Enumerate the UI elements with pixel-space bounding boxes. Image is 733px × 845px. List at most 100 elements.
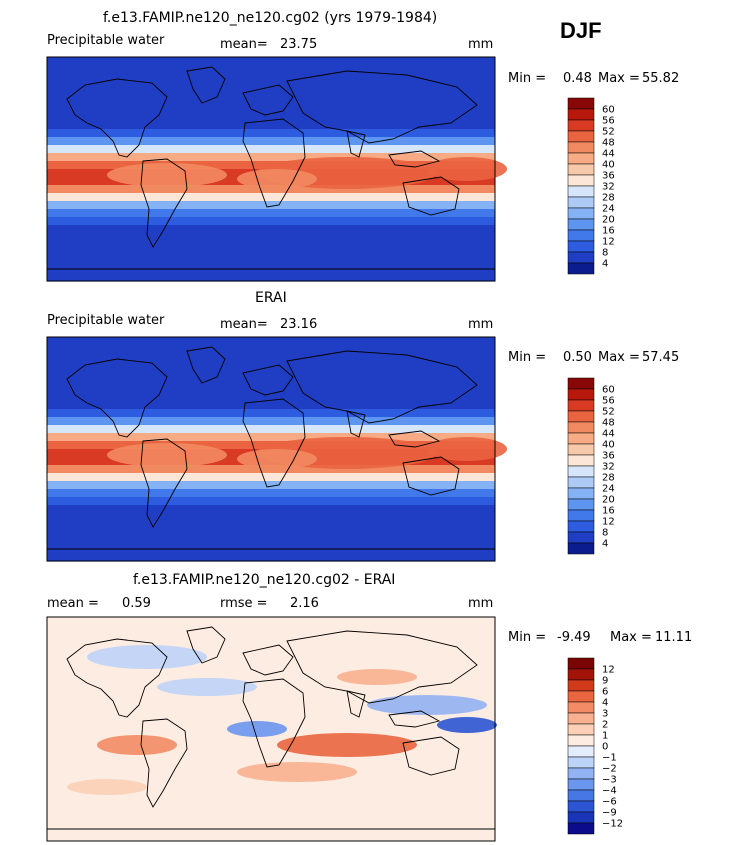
panel1-max-label: Max = [598, 71, 640, 86]
colorbar-swatch [567, 800, 595, 813]
colorbar-swatch [567, 152, 595, 165]
colorbar-tick-label: 3 [602, 709, 608, 720]
colorbar-tick-label: −4 [602, 786, 617, 797]
colorbar-swatch [567, 778, 595, 791]
colorbar-tick-label: 44 [602, 429, 615, 440]
panel1-max-value: 55.82 [642, 71, 680, 86]
colorbar-tick-label: 20 [602, 215, 615, 226]
colorbar-tick-label: 2 [602, 720, 608, 731]
panel3-map [46, 616, 497, 842]
panel2-mean-label: mean= [220, 317, 268, 332]
colorbar-tick-label: −2 [602, 764, 617, 775]
panel2-units: mm [468, 317, 494, 332]
colorbar-tick-label: 40 [602, 160, 615, 171]
colorbar-tick-label: 4 [602, 259, 608, 270]
colorbar-swatch [567, 679, 595, 692]
panel1-variable-label: Precipitable water [47, 33, 165, 48]
colorbar-swatch [567, 476, 595, 489]
colorbar-swatch [567, 454, 595, 467]
colorbar-swatch [567, 207, 595, 220]
panel1-min-label: Min = [508, 71, 547, 86]
colorbar-swatch [567, 174, 595, 187]
colorbar-tick-label: 1 [602, 731, 608, 742]
colorbar-tick-label: 24 [602, 204, 615, 215]
panel3-units: mm [468, 596, 494, 611]
panel2-title: ERAI [255, 290, 287, 306]
colorbar-tick-label: 44 [602, 149, 615, 160]
panel2-min-label: Min = [508, 350, 547, 365]
panel1-units: mm [468, 37, 494, 52]
colorbar-swatch [567, 388, 595, 401]
colorbar-tick-label: 52 [602, 407, 615, 418]
colorbar-swatch [567, 218, 595, 231]
colorbar-swatch [567, 97, 595, 110]
colorbar-tick-label: 8 [602, 248, 608, 259]
colorbar-tick-label: 56 [602, 116, 615, 127]
panel3-min-value: -9.49 [557, 630, 591, 645]
colorbar-tick-label: 24 [602, 484, 615, 495]
colorbar-swatch [567, 410, 595, 423]
panel3-mean-label: mean = [47, 596, 99, 611]
panel1-map [46, 56, 507, 282]
colorbar-swatch [567, 498, 595, 511]
colorbar-swatch [567, 712, 595, 725]
colorbar-tick-label: 20 [602, 495, 615, 506]
colorbar-swatch [567, 690, 595, 703]
colorbar-swatch [567, 130, 595, 143]
season-label: DJF [560, 18, 602, 43]
colorbar-swatch [567, 262, 595, 275]
panel2-max-label: Max = [598, 350, 640, 365]
colorbar-tick-label: 32 [602, 182, 615, 193]
panel1-min-value: 0.48 [563, 71, 592, 86]
colorbar-tick-label: 36 [602, 451, 615, 462]
colorbar-tick-label: 60 [602, 105, 615, 116]
panel3-rmse-label: rmse = [220, 596, 268, 611]
colorbar-swatch [567, 520, 595, 533]
panel3-title: f.e13.FAMIP.ne120_ne120.cg02 - ERAI [133, 572, 396, 588]
panel1-mean-label: mean= [220, 37, 268, 52]
colorbar-swatch [567, 789, 595, 802]
colorbar-swatch [567, 822, 595, 835]
panel3-mean-value: 0.59 [122, 596, 151, 611]
colorbar-tick-label: −9 [602, 808, 617, 819]
colorbar-swatch [567, 196, 595, 209]
colorbar-tick-label: 6 [602, 687, 608, 698]
panel1-title: f.e13.FAMIP.ne120_ne120.cg02 (yrs 1979-1… [103, 10, 438, 26]
panel3-max-label: Max = [610, 630, 652, 645]
map-field [47, 57, 507, 282]
panel2-variable-label: Precipitable water [47, 313, 165, 328]
colorbar-tick-label: −1 [602, 753, 617, 764]
colorbar-swatch [567, 432, 595, 445]
panel3-rmse-value: 2.16 [290, 596, 319, 611]
colorbar-tick-label: −6 [602, 797, 617, 808]
colorbar-swatch [567, 531, 595, 544]
colorbar-tick-label: 12 [602, 237, 615, 248]
colorbar-swatch [567, 377, 595, 390]
colorbar-swatch [567, 163, 595, 176]
colorbar-tick-label: 12 [602, 517, 615, 528]
panel2-min-value: 0.50 [563, 350, 592, 365]
colorbar-tick-label: 8 [602, 528, 608, 539]
colorbar-swatch [567, 542, 595, 555]
panel3-max-value: 11.11 [655, 630, 693, 645]
colorbar-tick-label: 4 [602, 539, 608, 550]
colorbar-tick-label: 0 [602, 742, 608, 753]
colorbar-tick-label: 9 [602, 676, 608, 687]
colorbar-swatch [567, 487, 595, 500]
panel2-mean-value: 23.16 [280, 317, 318, 332]
colorbar-swatch [567, 734, 595, 747]
colorbar-tick-label: 28 [602, 473, 615, 484]
colorbar-tick-label: −3 [602, 775, 617, 786]
map-frame [46, 616, 496, 842]
colorbar-swatch [567, 509, 595, 522]
colorbar-tick-label: 4 [602, 698, 608, 709]
colorbar-swatch [567, 745, 595, 758]
colorbar-tick-label: 52 [602, 127, 615, 138]
colorbar-swatch [567, 251, 595, 264]
colorbar-swatch [567, 668, 595, 681]
colorbar-swatch [567, 240, 595, 253]
panel3-min-label: Min = [508, 630, 547, 645]
colorbar-swatch [567, 119, 595, 132]
